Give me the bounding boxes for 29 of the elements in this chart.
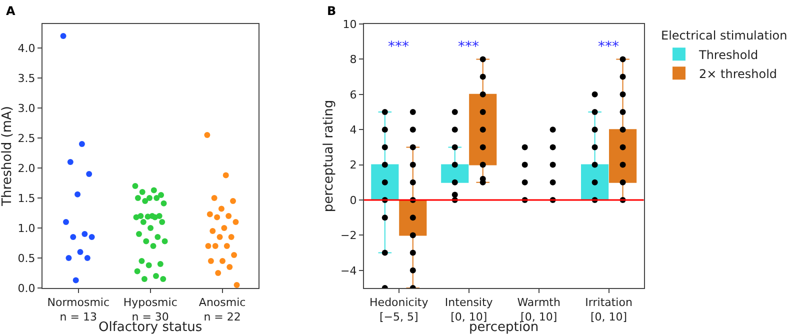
y-tick-label: 3.5 xyxy=(18,72,36,85)
annotation: *** xyxy=(388,39,409,55)
legend-title: Electrical stimulation xyxy=(661,28,788,43)
y-tick-label: 2 xyxy=(350,158,357,172)
y-tick-label: 0.0 xyxy=(18,282,36,295)
y-tick-label: 8 xyxy=(350,53,357,66)
y-axis-title: Threshold (mA) xyxy=(0,106,15,207)
chart-title: A xyxy=(6,4,16,18)
y-tick-label: 3.0 xyxy=(18,102,36,115)
chart-title: B xyxy=(327,4,336,18)
y-tick-label: 10 xyxy=(342,18,357,31)
y-tick-label: 2.5 xyxy=(18,132,36,145)
y-tick-label: 1.0 xyxy=(18,222,36,235)
x-tick-label: Hedonicity [−5, 5] xyxy=(370,296,429,324)
y-axis-title: perceptual rating xyxy=(321,100,336,212)
legend-label: Threshold xyxy=(698,48,758,62)
y-tick-label: 1.5 xyxy=(18,192,36,205)
y-tick-label: 4.0 xyxy=(18,42,36,55)
x-tick-label: Irritation [0, 10] xyxy=(585,296,632,324)
y-tick-label: −2 xyxy=(340,229,357,242)
annotation: *** xyxy=(458,39,479,55)
y-tick-label: 4 xyxy=(350,123,357,136)
legend-label: 2× threshold xyxy=(699,66,778,81)
annotation: *** xyxy=(598,39,619,55)
y-tick-label: 6 xyxy=(350,88,357,102)
y-tick-label: 2.0 xyxy=(18,162,36,175)
y-tick-label: 0 xyxy=(350,194,357,207)
y-tick-label: −4 xyxy=(340,264,357,278)
y-tick-label: 0.5 xyxy=(18,252,36,265)
